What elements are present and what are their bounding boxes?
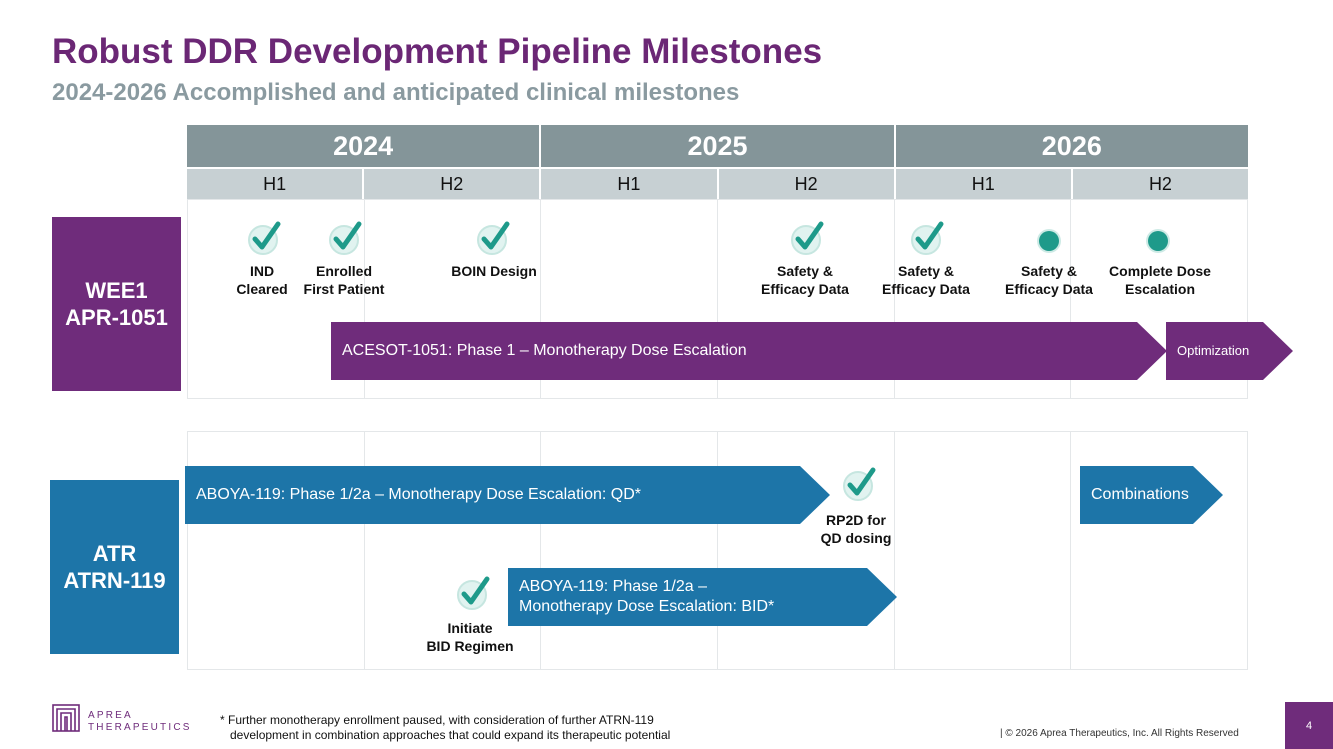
year-header-row: 2024 2025 2026 xyxy=(187,125,1248,167)
half-year-header: H2 xyxy=(1072,169,1249,199)
optimization-arrow: Optimization xyxy=(1166,322,1293,380)
page-subtitle: 2024-2026 Accomplished and anticipated c… xyxy=(52,79,740,106)
aboya-qd-arrow: ABOYA-119: Phase 1/2a – Monotherapy Dose… xyxy=(185,466,830,524)
acesot-trial-arrow: ACESOT-1051: Phase 1 – Monotherapy Dose … xyxy=(331,322,1167,380)
check-circle-icon xyxy=(248,221,281,255)
aboya-bid-arrow: ABOYA-119: Phase 1/2a – Monotherapy Dose… xyxy=(508,568,897,626)
anticipated-milestone-dot-icon xyxy=(1039,231,1059,251)
milestone-label: RP2D for QD dosing xyxy=(820,512,892,546)
half-year-header: H2 xyxy=(718,169,896,199)
milestone-label: IND Cleared xyxy=(236,263,288,297)
atr-grid xyxy=(187,431,1248,670)
year-header: 2025 xyxy=(541,125,896,167)
program-target: ATR xyxy=(92,541,137,566)
check-circle-icon xyxy=(791,221,824,255)
arrow-label: ACESOT-1051: Phase 1 – Monotherapy Dose … xyxy=(342,342,747,359)
check-circle-icon xyxy=(911,221,944,255)
atr-program-label: ATR ATRN-119 xyxy=(50,480,179,654)
half-year-header: H1 xyxy=(541,169,719,199)
arrow-label-line1: ABOYA-119: Phase 1/2a – xyxy=(519,578,707,595)
half-year-header: H1 xyxy=(187,169,365,199)
anticipated-milestone-dot-icon xyxy=(1148,231,1168,251)
page-number: 4 xyxy=(1285,702,1333,749)
milestone-label: Safety & Efficacy Data xyxy=(761,263,849,297)
footnote: * Further monotherapy enrollment paused,… xyxy=(220,713,671,742)
check-circle-icon xyxy=(457,576,490,610)
milestone-label: Safety & Efficacy Data xyxy=(1005,263,1093,297)
check-circle-icon xyxy=(329,221,362,255)
aprea-logo-icon xyxy=(52,704,80,732)
arrow-label: ABOYA-119: Phase 1/2a – Monotherapy Dose… xyxy=(196,486,641,503)
program-target: WEE1 xyxy=(85,278,148,303)
combinations-arrow: Combinations xyxy=(1080,466,1223,524)
half-year-header: H2 xyxy=(364,169,542,199)
copyright-notice: | © 2026 Aprea Therapeutics, Inc. All Ri… xyxy=(1000,728,1239,739)
half-year-header: H1 xyxy=(895,169,1073,199)
year-header: 2024 xyxy=(187,125,542,167)
page-title: Robust DDR Development Pipeline Mileston… xyxy=(52,32,823,71)
wee1-grid xyxy=(187,199,1248,399)
milestone-label: BOIN Design xyxy=(451,263,537,279)
company-logo-text: APREA THERAPEUTICS xyxy=(88,710,192,733)
milestone-label: Safety & Efficacy Data xyxy=(882,263,970,297)
check-circle-icon xyxy=(477,221,510,255)
arrow-label: Optimization xyxy=(1177,343,1250,358)
milestone-label: Initiate BID Regimen xyxy=(426,620,514,654)
milestone-label: Enrolled First Patient xyxy=(303,263,385,297)
program-compound: ATRN-119 xyxy=(63,568,166,593)
check-circle-icon xyxy=(843,467,876,501)
half-year-header-row: H1 H2 H1 H2 H1 H2 xyxy=(187,169,1249,199)
program-compound: APR-1051 xyxy=(65,305,168,330)
arrow-label: Combinations xyxy=(1091,486,1189,503)
year-header: 2026 xyxy=(895,125,1248,167)
arrow-label-line2: Monotherapy Dose Escalation: BID* xyxy=(519,598,775,615)
wee1-program-label: WEE1 APR-1051 xyxy=(52,217,181,391)
milestone-label: Complete Dose Escalation xyxy=(1109,263,1211,297)
